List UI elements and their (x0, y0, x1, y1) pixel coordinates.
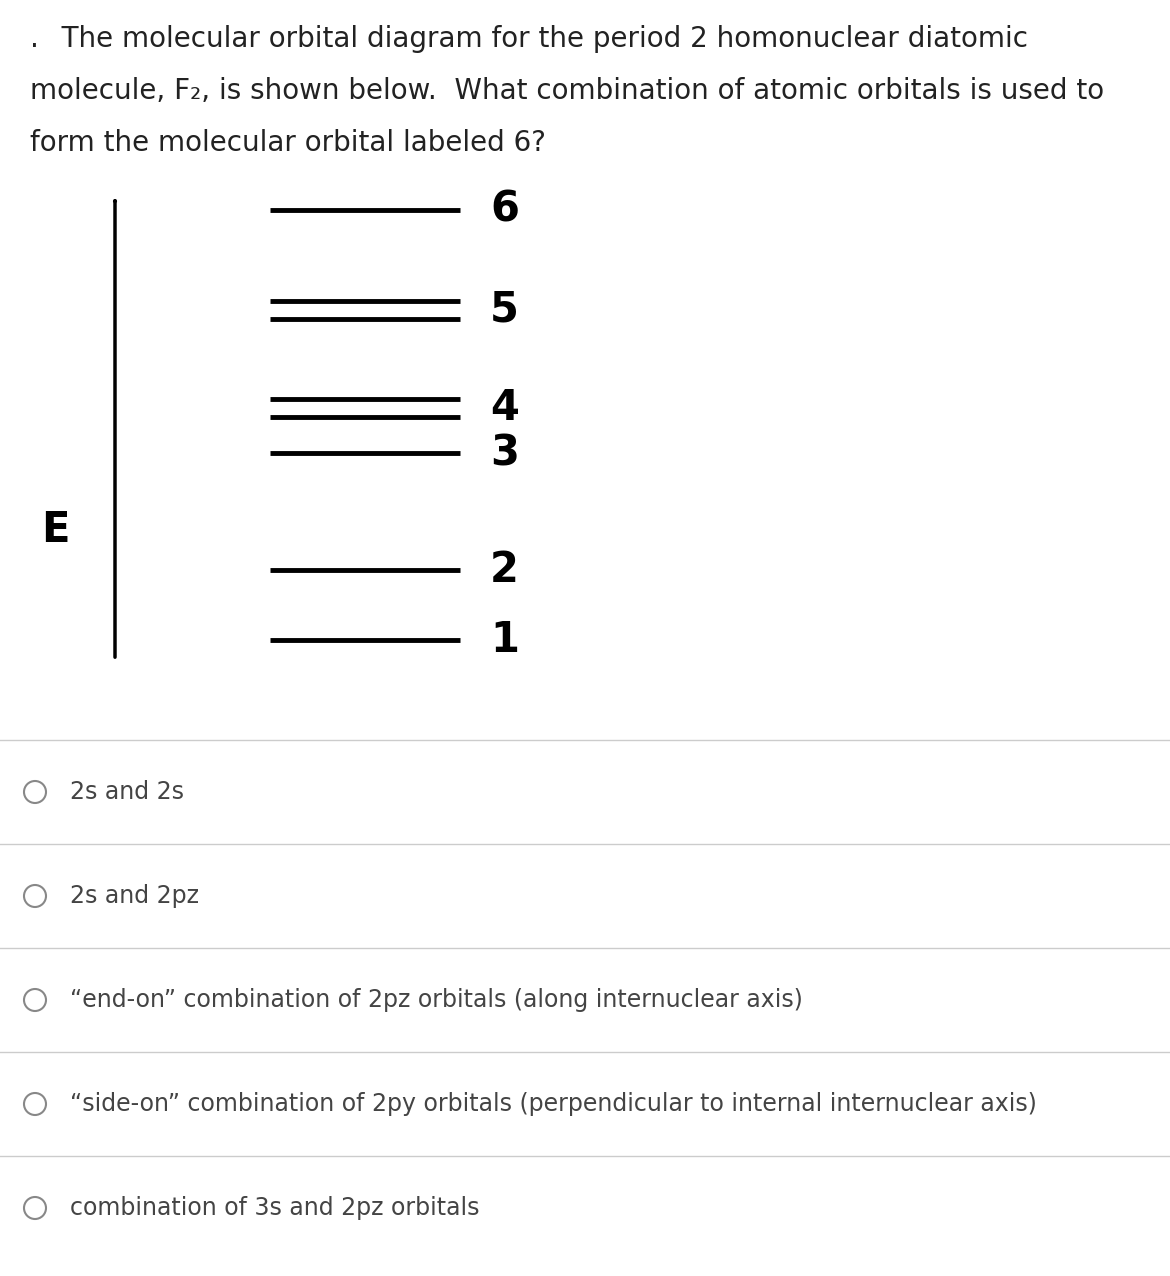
Text: 6: 6 (490, 189, 519, 231)
Text: form the molecular orbital labeled 6?: form the molecular orbital labeled 6? (30, 129, 546, 157)
Text: 3: 3 (490, 433, 519, 473)
Text: 2: 2 (490, 549, 518, 591)
Text: 1: 1 (490, 619, 519, 661)
Text: “end-on” combination of 2pz orbitals (along internuclear axis): “end-on” combination of 2pz orbitals (al… (70, 988, 803, 1012)
Text: 2s and 2s: 2s and 2s (70, 780, 184, 804)
Text: E: E (41, 509, 69, 551)
Text: 4: 4 (490, 387, 518, 429)
Text: 2s and 2pz: 2s and 2pz (70, 884, 199, 909)
Text: 5: 5 (490, 288, 518, 330)
Text: combination of 3s and 2pz orbitals: combination of 3s and 2pz orbitals (70, 1196, 480, 1220)
Text: .  The molecular orbital diagram for the period 2 homonuclear diatomic: . The molecular orbital diagram for the … (30, 26, 1028, 54)
Text: “side-on” combination of 2py orbitals (perpendicular to internal internuclear ax: “side-on” combination of 2py orbitals (p… (70, 1092, 1037, 1116)
Text: molecule, F₂, is shown below.  What combination of atomic orbitals is used to: molecule, F₂, is shown below. What combi… (30, 77, 1104, 105)
